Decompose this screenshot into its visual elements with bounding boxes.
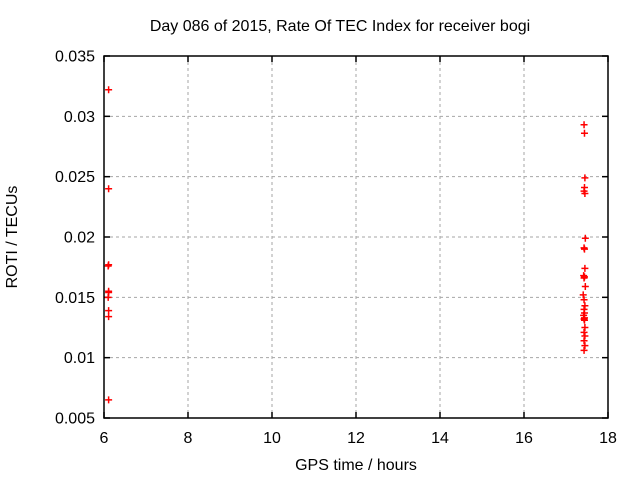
x-tick-labels: 6 8 10 12 14 16 18: [100, 430, 617, 447]
data-point-plus-marker: [580, 316, 588, 324]
data-point-plus-marker: [580, 121, 588, 129]
data-point-plus-marker: [581, 190, 589, 198]
data-point-plus-marker: [580, 274, 588, 282]
data-points: [104, 86, 589, 404]
y-tick-label: 0.015: [55, 290, 95, 307]
data-point-plus-marker: [580, 296, 588, 304]
data-point-plus-marker: [580, 337, 588, 345]
data-point-plus-marker: [104, 262, 112, 270]
data-point-plus-marker: [581, 282, 589, 290]
x-tick-label: 8: [184, 430, 193, 447]
x-tick-label: 18: [599, 430, 617, 447]
y-tick-label: 0.005: [55, 411, 95, 428]
x-tick-label: 14: [431, 430, 449, 447]
y-tick-label: 0.02: [64, 230, 95, 247]
data-point-plus-marker: [581, 302, 589, 310]
data-point-plus-marker: [581, 342, 589, 350]
x-tick-label: 12: [347, 430, 365, 447]
data-point-plus-marker: [105, 313, 113, 321]
data-point-plus-marker: [579, 291, 587, 299]
y-tick-label: 0.01: [64, 350, 95, 367]
data-point-plus-marker: [580, 129, 588, 137]
plot-border: [103, 55, 609, 419]
y-tick-label: 0.025: [55, 169, 95, 186]
y-tick-labels: 0.005 0.01 0.015 0.02 0.025 0.03 0.035: [55, 49, 95, 428]
data-point-plus-marker: [581, 234, 589, 242]
data-point-plus-marker: [581, 332, 589, 340]
y-tick-label: 0.03: [64, 109, 95, 126]
data-point-plus-marker: [580, 328, 588, 336]
chart-title: Day 086 of 2015, Rate Of TEC Index for r…: [150, 18, 530, 35]
data-point-plus-marker: [580, 245, 588, 253]
y-axis-label: ROTI / TECUs: [4, 186, 21, 289]
data-point-plus-marker: [105, 396, 113, 404]
data-point-plus-marker: [581, 324, 589, 331]
x-tick-label: 10: [263, 430, 281, 447]
y-tick-label: 0.035: [55, 49, 95, 66]
data-point-plus-marker: [581, 174, 589, 182]
data-point-plus-marker: [105, 185, 113, 193]
data-point-plus-marker: [105, 86, 113, 94]
data-point-plus-marker: [580, 346, 588, 354]
data-point-plus-marker: [581, 264, 589, 272]
data-point-plus-marker: [105, 307, 113, 315]
x-tick-label: 16: [515, 430, 533, 447]
x-tick-label: 6: [100, 430, 109, 447]
data-point-plus-marker: [104, 293, 112, 301]
x-axis-label: GPS time / hours: [295, 457, 417, 474]
gridlines: [104, 56, 608, 418]
